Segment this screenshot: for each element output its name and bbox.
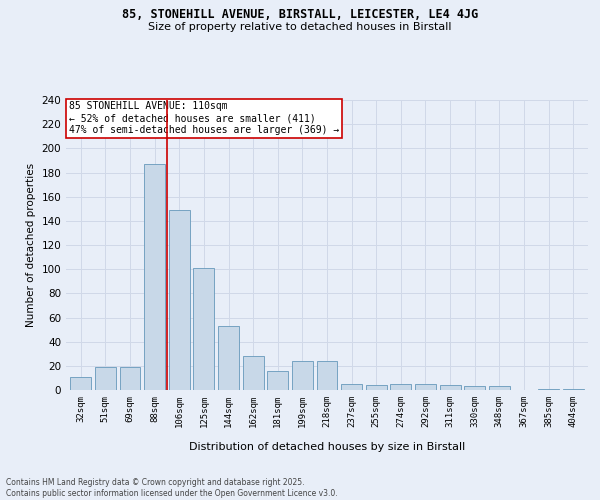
Bar — [169, 210, 190, 390]
Bar — [218, 326, 239, 390]
Bar — [70, 376, 91, 390]
Bar — [317, 361, 337, 390]
Bar — [366, 385, 387, 390]
Text: Contains HM Land Registry data © Crown copyright and database right 2025.
Contai: Contains HM Land Registry data © Crown c… — [6, 478, 338, 498]
Text: Distribution of detached houses by size in Birstall: Distribution of detached houses by size … — [189, 442, 465, 452]
Bar — [193, 268, 214, 390]
Text: Size of property relative to detached houses in Birstall: Size of property relative to detached ho… — [148, 22, 452, 32]
Bar — [144, 164, 165, 390]
Text: 85, STONEHILL AVENUE, BIRSTALL, LEICESTER, LE4 4JG: 85, STONEHILL AVENUE, BIRSTALL, LEICESTE… — [122, 8, 478, 20]
Bar — [415, 384, 436, 390]
Bar — [267, 370, 288, 390]
Bar — [391, 384, 412, 390]
Bar — [563, 389, 584, 390]
Bar — [341, 384, 362, 390]
Text: 85 STONEHILL AVENUE: 110sqm
← 52% of detached houses are smaller (411)
47% of se: 85 STONEHILL AVENUE: 110sqm ← 52% of det… — [68, 102, 339, 134]
Bar — [95, 367, 116, 390]
Bar — [464, 386, 485, 390]
Bar — [538, 389, 559, 390]
Bar — [440, 385, 461, 390]
Bar — [242, 356, 263, 390]
Bar — [292, 361, 313, 390]
Y-axis label: Number of detached properties: Number of detached properties — [26, 163, 36, 327]
Bar — [119, 367, 140, 390]
Bar — [489, 386, 510, 390]
